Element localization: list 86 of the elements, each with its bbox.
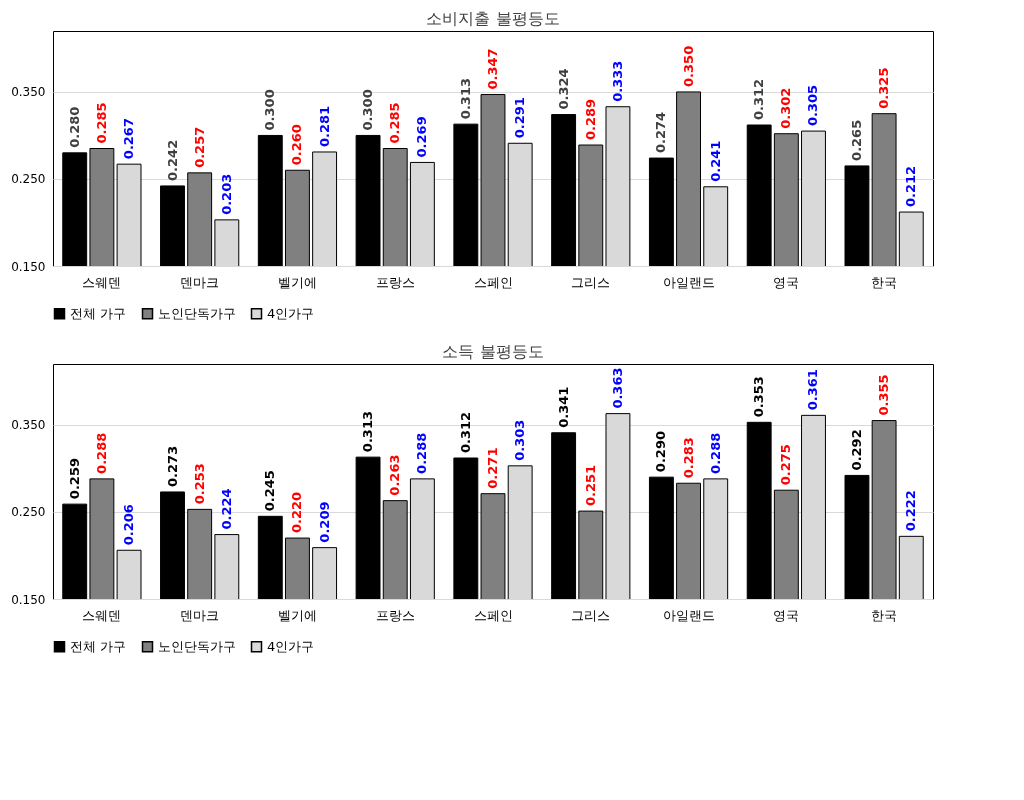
chart-title: 소득 불평등도 — [442, 342, 544, 361]
data-label: 0.285 — [387, 102, 403, 144]
y-tick-label: 0.350 — [11, 418, 46, 433]
data-label: 0.303 — [512, 419, 528, 461]
legend-label: 4인가구 — [267, 305, 315, 321]
y-tick-label: 0.250 — [11, 172, 46, 187]
data-label: 0.288 — [414, 432, 430, 474]
x-tick-label: 프랑스 — [375, 274, 415, 290]
data-label: 0.324 — [555, 68, 571, 110]
data-label: 0.313 — [360, 411, 376, 453]
data-label: 0.259 — [66, 458, 82, 500]
y-tick-label: 0.150 — [11, 259, 46, 274]
chart-title: 소비지출 불평등도 — [426, 9, 560, 28]
y-tick-label: 0.350 — [11, 85, 46, 100]
data-label: 0.271 — [485, 447, 500, 489]
data-label: 0.347 — [485, 48, 500, 90]
data-label: 0.353 — [751, 376, 767, 418]
x-tick-label: 영국 — [773, 274, 800, 290]
data-label: 0.289 — [582, 98, 598, 141]
x-tick-label: 프랑스 — [375, 607, 415, 623]
x-tick-label: 영국 — [773, 607, 800, 623]
x-tick-label: 그리스 — [571, 607, 611, 623]
data-label: 0.224 — [218, 488, 234, 530]
data-label: 0.260 — [289, 124, 305, 166]
x-tick-label: 벨기에 — [277, 274, 317, 290]
data-label: 0.292 — [848, 429, 864, 471]
x-tick-label: 스웨덴 — [82, 607, 122, 623]
data-label: 0.245 — [262, 470, 278, 512]
x-tick-label: 스페인 — [473, 274, 513, 290]
data-label: 0.267 — [121, 118, 137, 160]
data-label: 0.312 — [751, 78, 767, 120]
x-tick-label: 스웨덴 — [82, 274, 122, 290]
x-tick-label: 벨기에 — [277, 607, 317, 623]
data-label: 0.253 — [191, 463, 207, 505]
data-label: 0.325 — [876, 67, 892, 109]
data-label: 0.333 — [609, 60, 625, 102]
legend-label: 노인단독가구 — [158, 305, 236, 321]
data-label: 0.305 — [805, 84, 821, 127]
data-label: 0.312 — [457, 411, 473, 453]
data-label: 0.300 — [360, 89, 376, 131]
data-label: 0.288 — [93, 432, 109, 474]
data-label: 0.300 — [262, 89, 278, 131]
data-label: 0.242 — [164, 139, 180, 181]
data-label: 0.291 — [512, 97, 528, 139]
data-label: 0.285 — [93, 102, 109, 144]
data-label: 0.274 — [653, 111, 669, 154]
x-tick-label: 아일랜드 — [662, 607, 715, 623]
data-label: 0.355 — [876, 374, 892, 416]
x-tick-label: 덴마크 — [180, 274, 220, 290]
data-label: 0.363 — [609, 367, 625, 409]
legend-label: 4인가구 — [267, 638, 315, 654]
legend-label: 전체 가구 — [70, 638, 127, 654]
data-label: 0.269 — [414, 116, 430, 158]
x-tick-label: 그리스 — [571, 274, 611, 290]
data-label: 0.220 — [289, 491, 305, 534]
legend-label: 전체 가구 — [70, 305, 127, 321]
data-label: 0.212 — [903, 165, 919, 208]
x-tick-label: 덴마크 — [180, 607, 220, 623]
data-label: 0.222 — [903, 490, 919, 532]
x-tick-label: 한국 — [871, 607, 898, 623]
data-label: 0.263 — [387, 454, 403, 496]
data-label: 0.273 — [164, 445, 180, 487]
y-tick-label: 0.250 — [11, 505, 46, 520]
data-label: 0.350 — [680, 45, 696, 87]
legend-label: 노인단독가구 — [158, 638, 236, 654]
data-label: 0.265 — [848, 119, 864, 161]
data-label: 0.361 — [805, 369, 821, 411]
data-label: 0.280 — [66, 106, 82, 148]
data-label: 0.257 — [191, 126, 207, 168]
x-tick-label: 아일랜드 — [662, 274, 715, 290]
data-label: 0.203 — [218, 173, 234, 215]
data-label: 0.313 — [457, 78, 473, 120]
y-tick-label: 0.150 — [11, 592, 46, 607]
data-label: 0.281 — [316, 105, 332, 147]
data-label: 0.251 — [582, 464, 598, 507]
data-label: 0.288 — [707, 432, 723, 474]
x-tick-label: 스페인 — [473, 607, 513, 623]
data-label: 0.206 — [121, 504, 137, 546]
data-label: 0.290 — [653, 431, 669, 473]
data-label: 0.283 — [680, 437, 696, 479]
data-label: 0.341 — [555, 386, 571, 428]
data-label: 0.302 — [778, 87, 794, 129]
data-label: 0.275 — [778, 444, 794, 486]
x-tick-label: 한국 — [871, 274, 898, 290]
data-label: 0.209 — [316, 501, 332, 543]
data-label: 0.241 — [707, 140, 723, 182]
